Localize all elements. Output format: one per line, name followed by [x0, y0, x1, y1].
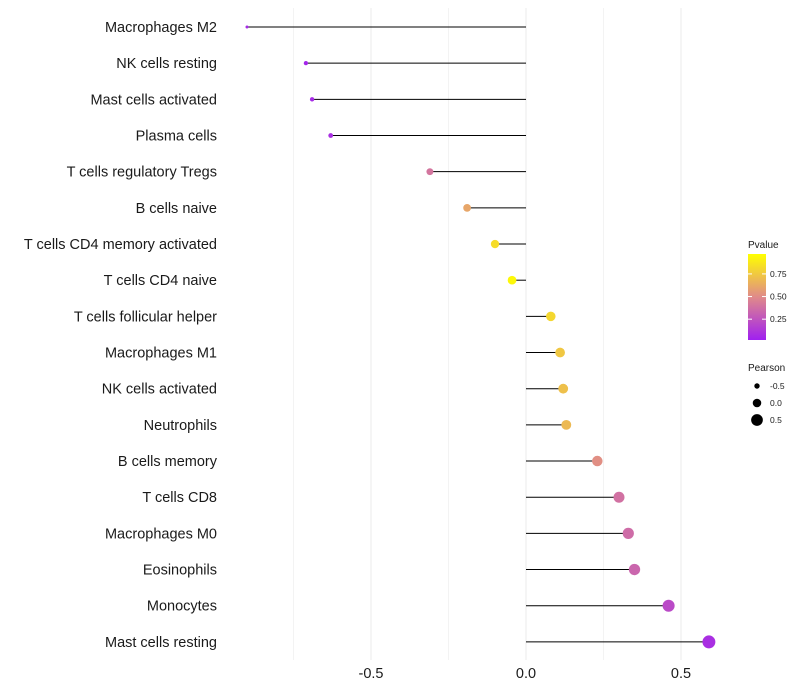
category-label: B cells naive — [136, 201, 217, 217]
size-legend-label: 0.5 — [770, 415, 782, 425]
gridlines — [293, 8, 682, 660]
lollipop-point — [555, 347, 565, 358]
lollipop-segments — [247, 26, 709, 643]
lollipop-point — [309, 97, 315, 102]
size-legend-label: 0.0 — [770, 398, 782, 408]
category-label: Macrophages M0 — [105, 526, 217, 542]
category-label: Neutrophils — [144, 418, 217, 434]
lollipop-point — [662, 599, 675, 612]
colorbar-tick-label: 0.75 — [770, 269, 787, 279]
lollipop-point — [328, 133, 334, 138]
lollipop-point — [592, 455, 603, 467]
lollipop-point — [613, 491, 625, 503]
pearson-legend-items: -0.5 0.0 0.5 — [751, 381, 785, 426]
lollipop-point — [702, 635, 716, 649]
lollipop-point — [628, 563, 641, 576]
category-label: NK cells resting — [116, 56, 217, 72]
category-label: B cells memory — [118, 454, 218, 470]
pvalue-legend-title: Pvalue — [748, 240, 779, 251]
colorbar-tick-label: 0.25 — [770, 314, 787, 324]
lollipop-points — [245, 25, 716, 649]
category-label: T cells CD4 memory activated — [24, 237, 217, 253]
x-tick-label: 0.5 — [671, 666, 691, 682]
pvalue-legend: Pvalue 0.75 0.50 0.25 — [748, 240, 787, 340]
size-legend-dot — [752, 398, 762, 408]
lollipop-point — [463, 203, 471, 212]
category-label: Mast cells activated — [90, 92, 217, 108]
lollipop-point — [561, 419, 572, 430]
x-tick-label: 0.0 — [516, 666, 536, 682]
x-axis-ticks: -0.5 0.0 0.5 — [359, 666, 692, 682]
category-label: Macrophages M1 — [105, 346, 217, 362]
category-label: T cells follicular helper — [74, 309, 217, 325]
lollipop-point — [622, 527, 634, 539]
pearson-legend: Pearson -0.5 0.0 0.5 — [748, 363, 785, 426]
pvalue-colorbar — [748, 254, 766, 340]
category-label: T cells CD4 naive — [104, 273, 217, 289]
category-label: T cells CD8 — [142, 490, 217, 506]
pearson-legend-title: Pearson — [748, 363, 785, 374]
category-label: Eosinophils — [143, 563, 217, 579]
category-labels: Macrophages M2 NK cells resting Mast cells… — [24, 20, 218, 651]
lollipop-point — [426, 168, 434, 176]
category-label: Mast cells resting — [105, 635, 217, 651]
category-label: Monocytes — [147, 599, 217, 615]
size-legend-dot — [754, 383, 760, 389]
lollipop-point — [546, 311, 556, 322]
lollipop-point — [558, 383, 569, 394]
lollipop-point — [303, 61, 309, 66]
lollipop-point — [507, 275, 517, 285]
category-label: Plasma cells — [136, 129, 217, 145]
pvalue-legend-ticks: 0.75 0.50 0.25 — [748, 269, 787, 324]
colorbar-tick-label: 0.50 — [770, 292, 787, 302]
size-legend-label: -0.5 — [770, 381, 785, 391]
x-tick-label: -0.5 — [359, 666, 384, 682]
category-label: NK cells activated — [102, 382, 217, 398]
category-label: T cells regulatory Tregs — [67, 165, 217, 181]
lollipop-point — [490, 239, 500, 249]
lollipop-point — [245, 25, 249, 29]
category-label: Macrophages M2 — [105, 20, 217, 36]
size-legend-dot — [751, 414, 763, 426]
